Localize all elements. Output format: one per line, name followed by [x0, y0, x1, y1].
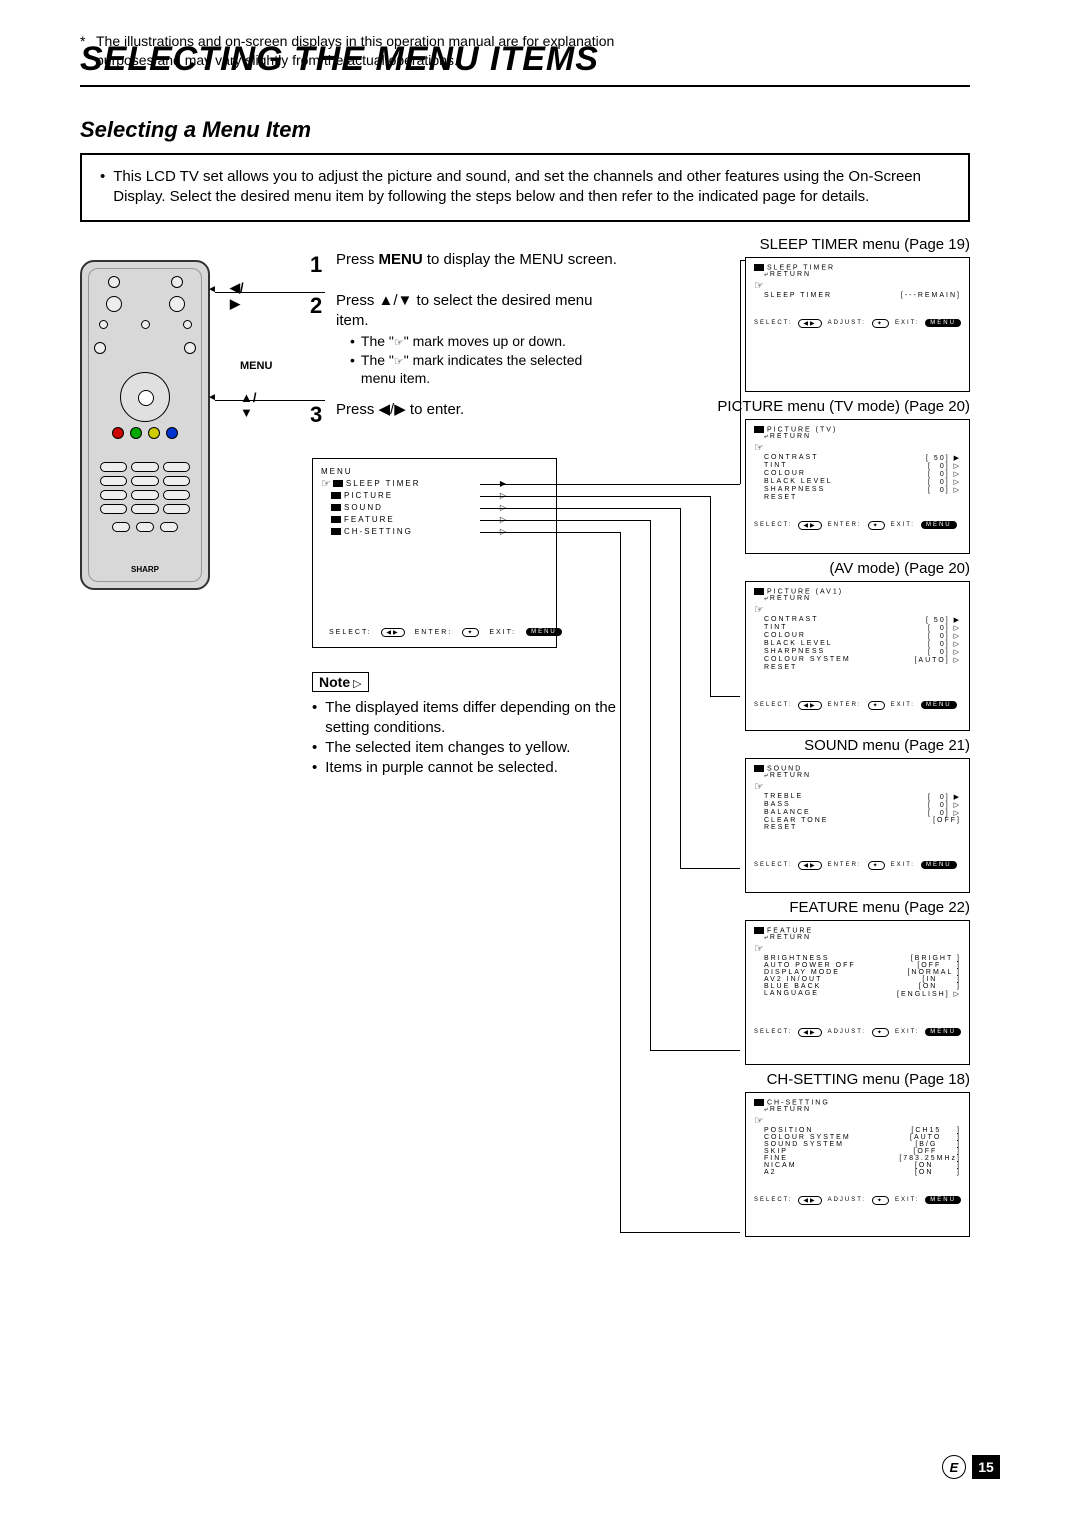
main-osd: MENU ☞SLEEP TIMER▶PICTURE▷SOUND▷FEATURE▷…	[312, 458, 557, 648]
mini-title: FEATURE menu (Page 22)	[640, 899, 970, 916]
step2-b: ▲/▼	[379, 292, 413, 309]
mini-title: SLEEP TIMER menu (Page 19)	[640, 236, 970, 253]
s2s1a: The "	[361, 333, 394, 349]
page-letter: E	[942, 1455, 966, 1479]
mini-osd: CH-SETTING⤶RETURN☞POSITION[CH15 ]COLOUR …	[745, 1092, 970, 1237]
step2-a: Press	[336, 292, 379, 309]
right-column: SLEEP TIMER menu (Page 19) SLEEP TIMER⤶RE…	[640, 230, 970, 1237]
s2s2a: The "	[361, 352, 394, 368]
osd-f-exit-pill: MENU	[526, 628, 562, 636]
remote-brand: SHARP	[82, 565, 208, 574]
note-box: Note •The displayed items differ dependi…	[312, 672, 622, 779]
step3-b: ◀/▶	[379, 401, 406, 418]
s2s1c: " mark moves up or down.	[404, 333, 566, 349]
note-item: •The displayed items differ depending on…	[312, 698, 622, 739]
remote-illustration: SHARP ◀/▶ MENU ▲/▼	[80, 260, 230, 600]
mini-osd: SLEEP TIMER⤶RETURN☞SLEEP TIMER[---REMAIN…	[745, 257, 970, 392]
page-number: 15	[972, 1455, 1000, 1479]
steps: 1Press MENU to display the MENU screen. …	[310, 250, 620, 443]
note-item: •Items in purple cannot be selected.	[312, 758, 622, 778]
footnote: * The illustrations and on-screen displa…	[80, 32, 620, 70]
mini-osd: PICTURE (TV)⤶RETURN☞CONTRAST[ 50] ▶TINT[…	[745, 419, 970, 554]
remote-label-lr: ◀/▶	[230, 280, 244, 312]
note-label: Note	[312, 672, 369, 692]
mini-osd: FEATURE⤶RETURN☞BRIGHTNESS[BRIGHT ]AUTO P…	[745, 920, 970, 1065]
remote-label-ud: ▲/▼	[240, 390, 256, 420]
intro-text: This LCD TV set allows you to adjust the…	[113, 167, 950, 208]
step1-a: Press	[336, 251, 379, 268]
mini-osd: SOUND⤶RETURN☞TREBLE[ 0] ▶BASS[ 0] ▷BALAN…	[745, 758, 970, 893]
step3-a: Press	[336, 401, 379, 418]
mini-title: PICTURE menu (TV mode) (Page 20)	[640, 398, 970, 415]
mini-title: SOUND menu (Page 21)	[640, 737, 970, 754]
mini-title: CH-SETTING menu (Page 18)	[640, 1071, 970, 1088]
hand-icon-2: ☞	[394, 355, 404, 370]
osd-title: MENU	[321, 467, 548, 476]
osd-f-enter: ENTER:	[415, 629, 453, 636]
page-badge: E 15	[942, 1455, 1000, 1479]
mini-osd: PICTURE (AV1)⤶RETURN☞CONTRAST[ 50] ▶TINT…	[745, 581, 970, 731]
hand-icon: ☞	[394, 336, 404, 351]
footnote-text: The illustrations and on-screen displays…	[96, 32, 620, 70]
step3-c: to enter.	[406, 401, 464, 418]
osd-f-select: SELECT:	[329, 629, 371, 636]
mini-title: (AV mode) (Page 20)	[640, 560, 970, 577]
intro-box: •This LCD TV set allows you to adjust th…	[80, 153, 970, 222]
note-item: •The selected item changes to yellow.	[312, 738, 622, 758]
step1-c: to display the MENU screen.	[423, 251, 617, 268]
title-rule	[80, 85, 970, 87]
step1-b: MENU	[379, 251, 423, 268]
section-heading: Selecting a Menu Item	[80, 117, 1000, 143]
osd-f-exit: EXIT:	[489, 629, 516, 636]
remote-label-menu: MENU	[240, 360, 272, 372]
